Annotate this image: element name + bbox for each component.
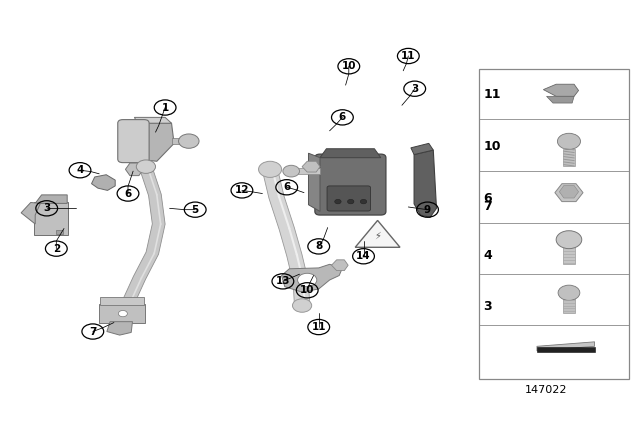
Text: 6: 6 <box>124 189 132 198</box>
Polygon shape <box>543 84 579 96</box>
Bar <box>479 69 629 379</box>
Polygon shape <box>414 150 436 217</box>
Text: ⚡: ⚡ <box>374 231 381 241</box>
Text: 147022: 147022 <box>525 385 568 395</box>
Text: 11: 11 <box>483 88 500 102</box>
Polygon shape <box>332 260 348 271</box>
Circle shape <box>556 231 582 249</box>
Text: 2: 2 <box>52 244 60 254</box>
Bar <box>563 293 575 313</box>
Polygon shape <box>172 138 187 144</box>
Circle shape <box>136 160 156 173</box>
Polygon shape <box>92 175 115 190</box>
Text: 10: 10 <box>342 61 356 71</box>
Text: 9: 9 <box>424 205 431 215</box>
Text: 4: 4 <box>483 249 492 262</box>
Polygon shape <box>35 195 67 203</box>
Text: 13: 13 <box>276 276 290 286</box>
Polygon shape <box>302 161 320 172</box>
Bar <box>537 347 595 352</box>
Polygon shape <box>555 184 583 202</box>
Polygon shape <box>138 123 174 161</box>
FancyBboxPatch shape <box>34 202 68 235</box>
Polygon shape <box>320 149 381 158</box>
Circle shape <box>360 199 367 204</box>
Text: 8: 8 <box>315 241 323 251</box>
Text: 11: 11 <box>312 322 326 332</box>
Polygon shape <box>537 342 595 351</box>
Circle shape <box>292 299 312 312</box>
Text: 6: 6 <box>483 191 492 205</box>
Circle shape <box>348 199 354 204</box>
Polygon shape <box>282 264 342 292</box>
Polygon shape <box>262 169 310 305</box>
Polygon shape <box>21 202 40 224</box>
Polygon shape <box>547 96 574 103</box>
Polygon shape <box>411 143 433 155</box>
Text: 6: 6 <box>283 182 291 192</box>
Circle shape <box>558 285 580 300</box>
Polygon shape <box>120 167 165 312</box>
Polygon shape <box>134 117 172 123</box>
Text: 1: 1 <box>161 103 169 112</box>
Text: 11: 11 <box>401 51 415 61</box>
Polygon shape <box>56 230 63 234</box>
Circle shape <box>557 133 580 149</box>
Text: 3: 3 <box>411 84 419 94</box>
Polygon shape <box>107 322 132 335</box>
Text: 14: 14 <box>356 251 371 261</box>
Polygon shape <box>308 153 320 211</box>
FancyBboxPatch shape <box>315 154 386 215</box>
Text: 10: 10 <box>483 140 500 154</box>
Polygon shape <box>100 297 144 305</box>
Circle shape <box>335 199 341 204</box>
Text: 3: 3 <box>43 203 51 213</box>
Text: 3: 3 <box>483 300 492 314</box>
Text: 4: 4 <box>76 165 84 175</box>
FancyBboxPatch shape <box>99 304 145 323</box>
Text: 6: 6 <box>339 112 346 122</box>
Text: 5: 5 <box>191 205 199 215</box>
Text: 12: 12 <box>235 185 249 195</box>
Polygon shape <box>125 163 143 176</box>
Bar <box>563 240 575 264</box>
Polygon shape <box>355 220 400 247</box>
Polygon shape <box>298 168 320 174</box>
Circle shape <box>259 161 282 177</box>
Circle shape <box>118 310 127 317</box>
Text: 7: 7 <box>483 199 492 213</box>
Text: 10: 10 <box>300 285 314 295</box>
Polygon shape <box>559 185 579 198</box>
Circle shape <box>283 165 300 177</box>
FancyBboxPatch shape <box>327 186 371 211</box>
Circle shape <box>298 273 317 287</box>
Bar <box>563 148 575 166</box>
Circle shape <box>179 134 199 148</box>
Text: 7: 7 <box>89 327 97 336</box>
FancyBboxPatch shape <box>118 120 149 163</box>
